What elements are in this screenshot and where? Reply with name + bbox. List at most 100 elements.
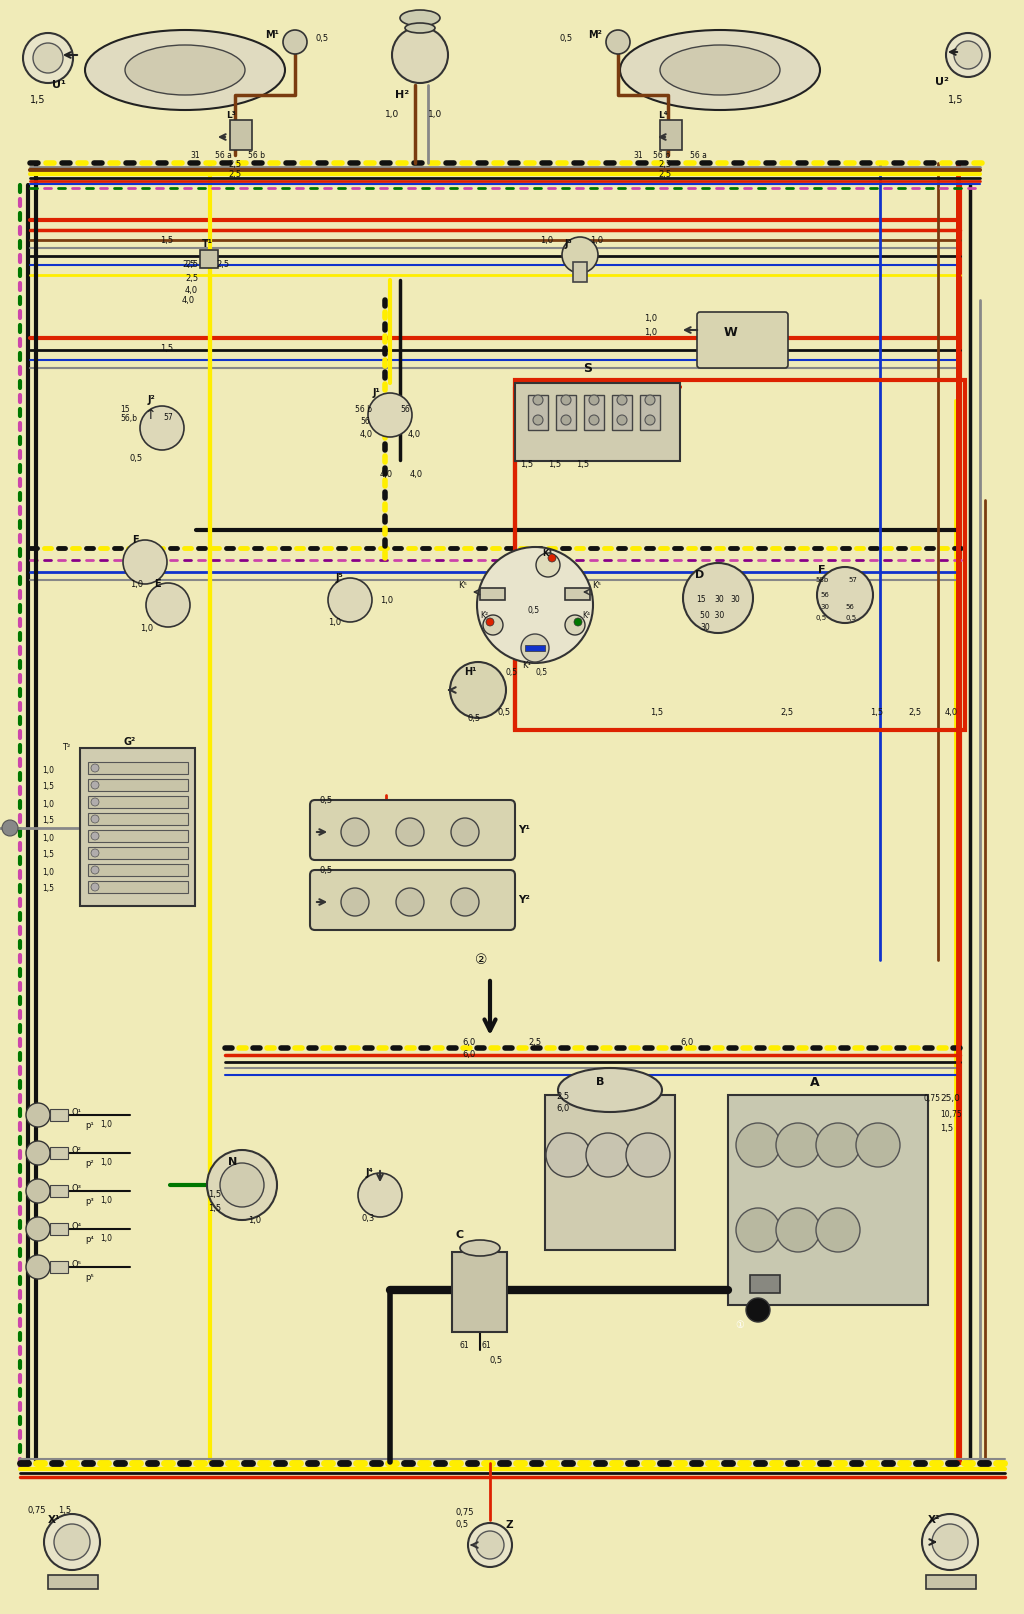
Circle shape [450,662,506,718]
Text: 57: 57 [848,576,857,583]
Text: 1,0: 1,0 [328,618,341,626]
Text: 0,5: 0,5 [319,796,333,804]
Text: 1,0: 1,0 [590,236,603,244]
Text: 0,5: 0,5 [560,34,573,42]
Text: Q³: Q³ [72,1185,82,1193]
Bar [640,395,660,429]
Text: 0,5: 0,5 [490,1356,503,1364]
Text: Y²: Y² [518,896,529,905]
Text: K³: K³ [542,549,552,557]
Circle shape [856,1123,900,1167]
Circle shape [562,237,598,273]
Circle shape [146,583,190,626]
Text: Y¹: Y¹ [518,825,529,834]
Circle shape [561,395,571,405]
Text: 15: 15 [696,596,706,605]
Text: X¹: X¹ [48,1516,60,1525]
Text: 4,0: 4,0 [945,707,958,717]
Circle shape [683,563,753,633]
Text: 30: 30 [700,623,710,633]
Text: 61: 61 [460,1341,470,1349]
Text: 2,5: 2,5 [658,160,671,169]
Circle shape [645,415,655,424]
Bar [88,762,188,775]
Text: 56,b: 56,b [120,413,137,423]
Circle shape [207,1151,278,1220]
Ellipse shape [400,10,440,26]
Text: F: F [132,534,138,546]
Text: W: W [723,326,737,339]
Bar [728,1094,928,1306]
Circle shape [368,392,412,437]
Text: 1,5: 1,5 [42,884,54,894]
Text: 2,5: 2,5 [216,260,229,270]
Circle shape [23,32,73,82]
Circle shape [26,1256,50,1278]
Circle shape [736,1123,780,1167]
Text: Q⁵: Q⁵ [72,1261,82,1270]
Bar [480,587,505,600]
Text: p²: p² [85,1159,93,1167]
Circle shape [396,888,424,917]
Text: K⁴: K⁴ [582,610,590,620]
Circle shape [91,849,99,857]
Text: 31: 31 [190,150,200,160]
Circle shape [521,634,549,662]
Text: 56 a: 56 a [215,150,231,160]
Text: 2,5: 2,5 [228,171,241,179]
Circle shape [91,883,99,891]
Circle shape [946,32,990,77]
Text: 1,0: 1,0 [42,799,54,809]
Bar [88,830,188,843]
Text: 1,0: 1,0 [100,1120,112,1130]
Text: D: D [695,570,705,579]
Circle shape [26,1141,50,1165]
Bar [565,587,590,600]
Text: N: N [228,1157,238,1167]
Bar [88,813,188,825]
Text: p⁴: p⁴ [85,1235,94,1243]
Text: 56: 56 [845,604,854,610]
Circle shape [589,395,599,405]
Text: Q⁴: Q⁴ [72,1222,82,1231]
Text: ①: ① [735,1320,744,1330]
Text: 0,5: 0,5 [815,615,826,621]
Text: 6,0: 6,0 [556,1104,569,1112]
Bar [573,261,587,282]
Circle shape [736,1207,780,1252]
Text: T²: T² [62,744,71,752]
Text: 56: 56 [360,418,370,426]
Circle shape [574,618,582,626]
Circle shape [816,1123,860,1167]
Text: X²: X² [928,1516,940,1525]
Text: Q¹: Q¹ [72,1109,82,1117]
Bar [48,1575,98,1590]
Text: 0,5: 0,5 [845,615,856,621]
Circle shape [392,27,449,82]
Ellipse shape [558,1068,662,1112]
Text: 56 b: 56 b [355,405,372,415]
Bar [88,847,188,859]
Circle shape [220,1164,264,1207]
Text: 57: 57 [163,413,173,423]
Circle shape [645,395,655,405]
Text: p³: p³ [85,1196,94,1206]
Text: 1,5: 1,5 [575,460,589,470]
Circle shape [341,888,369,917]
Text: 2,5: 2,5 [658,171,671,179]
Text: 0,75: 0,75 [455,1507,473,1517]
Text: 0,75: 0,75 [923,1094,940,1102]
Bar [545,1094,675,1249]
Text: 0,3: 0,3 [362,1214,375,1222]
Text: 1,5: 1,5 [42,851,54,860]
Circle shape [123,541,167,584]
Circle shape [358,1173,402,1217]
Circle shape [534,395,543,405]
Text: Q²: Q² [72,1146,82,1156]
FancyBboxPatch shape [310,870,515,930]
Text: 58b: 58b [815,576,828,583]
Circle shape [606,31,630,53]
Text: ↑: ↑ [144,408,156,421]
Circle shape [477,547,593,663]
FancyBboxPatch shape [310,801,515,860]
